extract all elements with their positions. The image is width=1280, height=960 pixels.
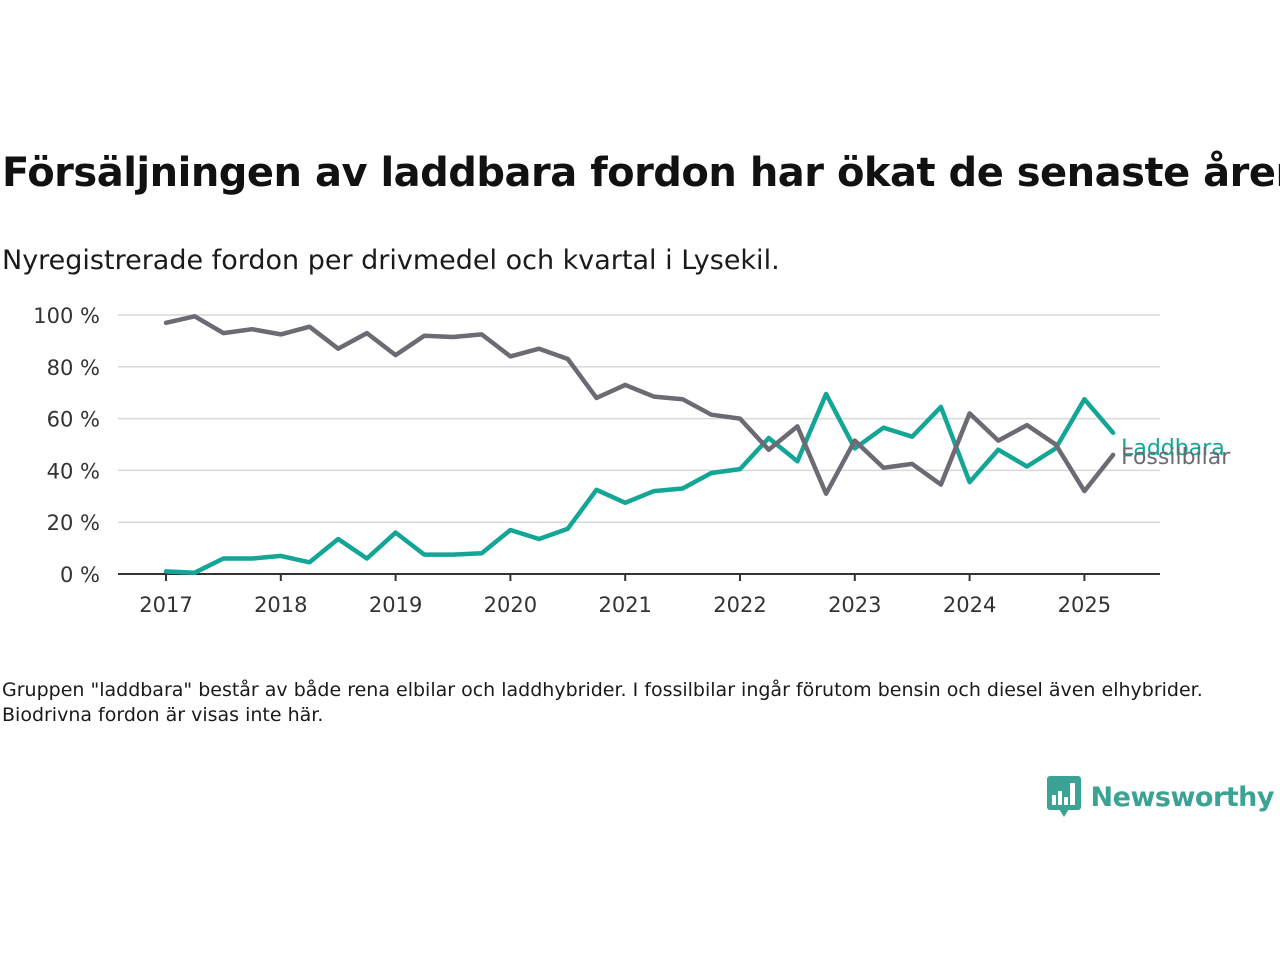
series-line-fossilbilar [163, 314, 1116, 496]
x-tick-label: 2022 [713, 593, 766, 617]
y-tick-label: 0 % [60, 563, 100, 587]
brand-logo: Newsworthy [1046, 776, 1275, 818]
x-tick-label: 2019 [369, 593, 422, 617]
footnote: Gruppen "laddbara" består av både rena e… [2, 679, 1203, 726]
y-tick-label: 60 % [47, 408, 100, 432]
y-tick-label: 40 % [47, 459, 100, 483]
brand-name: Newsworthy [1090, 781, 1275, 813]
y-tick-label: 80 % [47, 356, 100, 380]
line-chart: 0 % 20 % 40 % 60 % 80 % 100 % 2017 2018 2019 2020… [33, 304, 1231, 617]
series-line-laddbara [163, 391, 1116, 575]
x-tick-label: 2021 [598, 593, 651, 617]
x-tick-label: 2020 [484, 593, 537, 617]
y-tick-label: 100 % [33, 304, 100, 328]
chart-subtitle: Nyregistrerade fordon per drivmedel och … [2, 245, 780, 276]
bar-chart-speech-bubble-icon [1046, 776, 1081, 817]
series-end-label-fossilbilar: Fossilbilar [1121, 445, 1231, 470]
y-tick-label: 20 % [47, 511, 100, 535]
x-tick-label: 2017 [139, 593, 192, 617]
series-end-label-laddbara: Laddbara [1121, 436, 1225, 461]
chart-title: Försäljningen av laddbara fordon har öka… [2, 150, 1280, 196]
x-tick-label: 2025 [1058, 593, 1111, 617]
x-tick-label: 2024 [943, 593, 996, 617]
x-tick-label: 2018 [254, 593, 307, 617]
x-tick-label: 2023 [828, 593, 881, 617]
